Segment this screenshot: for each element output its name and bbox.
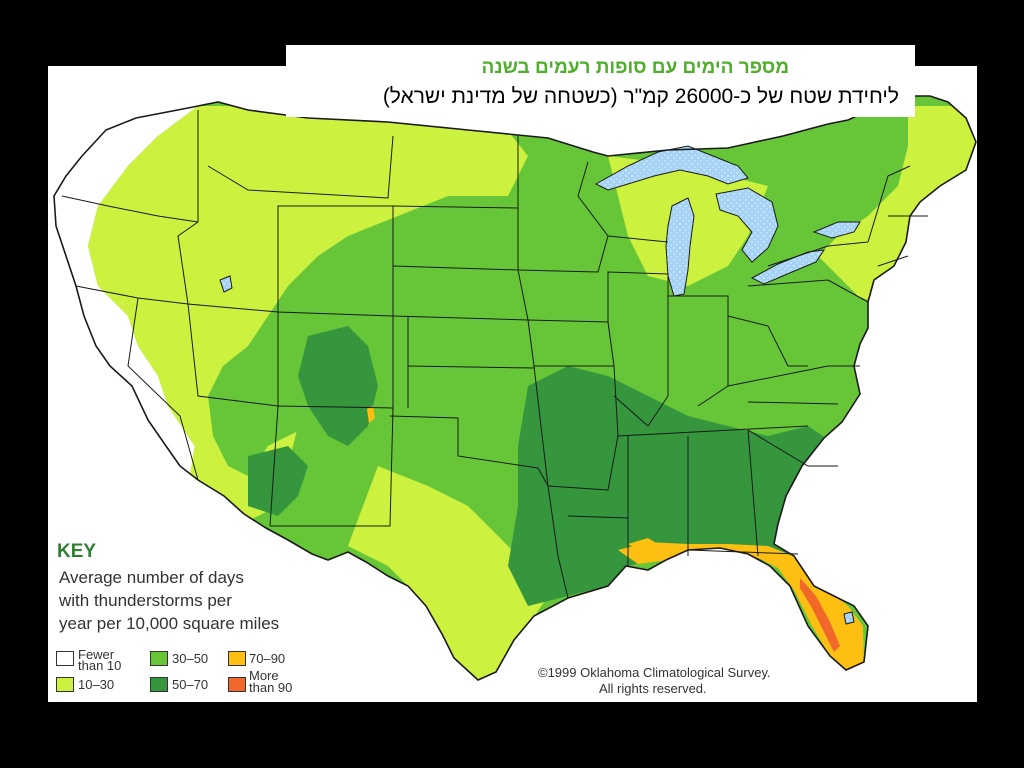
wi-il-border — [607, 235, 669, 322]
legend-swatch-50-70 — [150, 677, 168, 692]
key-description-line: Average number of days — [59, 568, 244, 587]
mt-south-border — [207, 135, 394, 199]
legend-label: than 90 — [249, 680, 293, 695]
id-border — [177, 110, 279, 313]
copyright-line: All rights reserved. — [599, 681, 707, 696]
key-heading: KEY — [57, 541, 97, 562]
map-title: מספר הימים עם סופות רעמים בשנה — [481, 57, 789, 78]
legend-label: 10–30 — [78, 677, 115, 692]
legend-swatch-10-30 — [56, 677, 74, 692]
ok-tx-border — [389, 415, 549, 487]
oh-wv-border — [727, 315, 808, 367]
legend-label: Fewer — [78, 647, 115, 662]
nd-sd-ne-borders — [392, 205, 529, 321]
in-oh-border — [668, 295, 729, 407]
az-nm-border — [269, 405, 279, 527]
legend-swatch-30-50 — [150, 651, 168, 666]
map-subtitle: ליחידת שטח של כ-26000 קמ"ר (כשטחה של מדי… — [382, 85, 899, 108]
lake-erie — [750, 249, 826, 285]
legend-label: More — [249, 668, 279, 683]
legend-swatch-under-10 — [56, 651, 74, 666]
plains-east-border — [517, 136, 535, 367]
copyright-line: ©1999 Oklahoma Climatological Survey. — [538, 665, 771, 680]
legend-label: 50–70 — [172, 677, 209, 692]
lake-huron — [715, 187, 779, 263]
lake-ontario — [812, 221, 861, 239]
il-in-border — [613, 274, 669, 427]
key-description-line: year per 10,000 square miles — [59, 614, 280, 633]
great-salt-lake — [219, 275, 233, 293]
lake-okeechobee — [843, 611, 855, 625]
legend-swatch-over-90 — [228, 677, 246, 692]
ia-mo-border — [527, 319, 615, 367]
zone-70-90-gulf — [618, 542, 864, 670]
legend-label: 70–90 — [249, 651, 286, 666]
title-box: מספר הימים עם סופות רעמים בשנה ליחידת שט… — [286, 45, 915, 117]
legend-label: 30–50 — [172, 651, 209, 666]
nm-box — [270, 407, 394, 527]
ks-ok-border — [407, 365, 535, 369]
wa-or-border — [61, 195, 199, 223]
key-description-line: with thunderstorms per — [59, 591, 232, 610]
state-boundaries — [53, 95, 977, 681]
zone-50-70-colorado — [298, 326, 378, 446]
zone-10-30-texas-west — [348, 466, 548, 680]
ca-nv-border — [127, 297, 199, 481]
zone-70-90-gulf-coast-spot — [628, 538, 658, 550]
ms-al-ga-borders — [627, 429, 759, 566]
us-outline — [53, 95, 977, 681]
va-nc-border — [727, 365, 860, 405]
legend-label: than 10 — [78, 658, 122, 673]
zone-50-70-arizona — [248, 446, 308, 516]
zone-over-90-florida — [800, 578, 840, 652]
ne-states — [867, 165, 928, 267]
ut-co-border — [277, 312, 394, 409]
ga-fl-sc-border — [687, 429, 838, 555]
mo-ar-la-border — [533, 365, 619, 491]
pa-ny-border — [747, 241, 869, 303]
lake-michigan — [665, 197, 695, 297]
tx-east-border — [547, 485, 569, 599]
lakes — [219, 145, 861, 625]
nv-az-border — [187, 303, 279, 407]
ky-tn-border — [617, 425, 809, 437]
zone-70-90-nm-spot — [367, 406, 375, 423]
legend-swatch-70-90 — [228, 651, 246, 666]
thunderstorm-map — [48, 66, 977, 702]
